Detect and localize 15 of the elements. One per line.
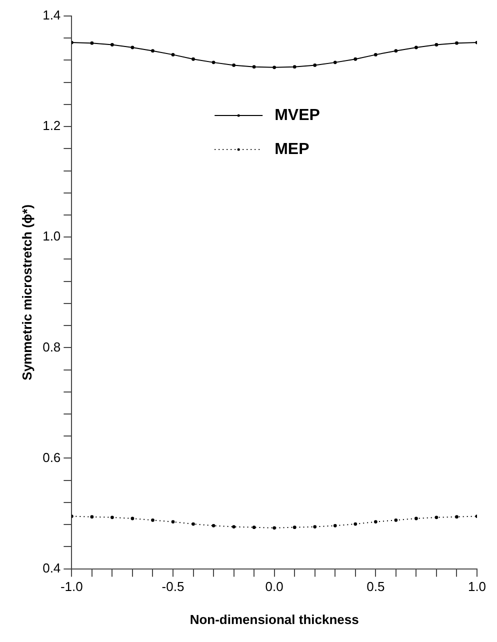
x-tick-label: 0.0 [265,579,284,594]
y-tick-label: 1.2 [42,118,61,134]
x-tick-label: 0.5 [366,579,385,594]
x-tick-label: -1.0 [60,579,83,594]
y-tick-label: 1.0 [42,228,61,244]
y-tick-label: 0.4 [42,560,61,576]
x-tick-label: -0.5 [162,579,184,594]
y-axis-title: Symmetric microstretch (ϕ*) [19,204,34,380]
y-tick-label: 1.4 [42,8,61,23]
x-tick-label: 1.0 [468,579,486,594]
legend-label: MVEP [274,106,320,124]
y-tick-label: 0.6 [42,450,61,465]
legend-label: MEP [274,140,310,158]
x-axis-title: Non-dimensional thickness [190,612,359,627]
y-tick-label: 0.8 [42,339,61,354]
